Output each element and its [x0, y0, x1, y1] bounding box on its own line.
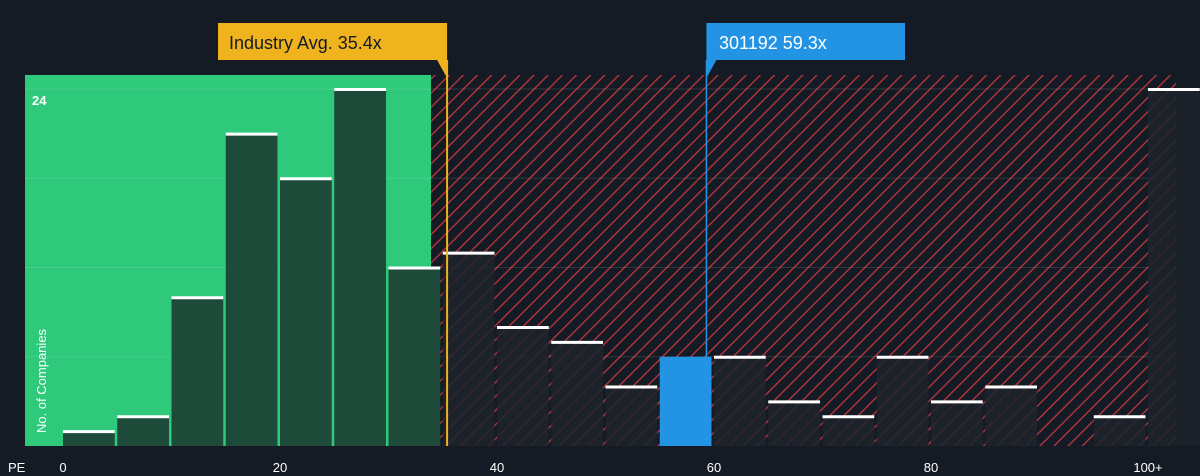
bar-top-cap: [768, 400, 820, 404]
x-tick-label: 60: [707, 460, 721, 475]
histogram-bar: [225, 133, 278, 446]
bar-top-cap: [931, 400, 983, 404]
x-tick-label: 40: [490, 460, 504, 475]
bar-top-cap: [551, 340, 603, 344]
industry-avg-label: Industry Avg. 35.4x: [229, 33, 382, 53]
bar-top-cap: [714, 355, 766, 359]
bar-top-cap: [225, 132, 278, 136]
histogram-bar: [63, 431, 115, 446]
histogram-bar: [985, 386, 1037, 446]
bar-top-cap: [876, 355, 929, 359]
bar-top-cap: [117, 415, 169, 419]
industry-avg-callout: [218, 23, 448, 78]
bar-top-cap: [63, 430, 115, 434]
histogram-bar: [171, 297, 224, 446]
bar-top-cap: [605, 385, 658, 389]
x-tick-label: 100+: [1133, 460, 1162, 475]
y-axis-label: No. of Companies: [34, 328, 49, 433]
histogram-bar: [551, 341, 603, 446]
histogram-bar: [117, 416, 169, 446]
histogram-bar: [1148, 89, 1200, 446]
histogram-bar: [497, 327, 549, 446]
bar-top-cap: [497, 326, 549, 329]
histogram-bar: [714, 356, 766, 446]
y-tick-label: 24: [32, 93, 47, 108]
histogram-bar: [1093, 416, 1146, 446]
histogram-bar: [822, 416, 875, 446]
bar-top-cap: [1093, 415, 1146, 419]
histogram-bar: [388, 267, 441, 446]
bar-top-cap: [1148, 88, 1200, 91]
bar-top-cap: [985, 385, 1037, 389]
bar-top-cap: [334, 88, 386, 91]
company-pe-label: 301192 59.3x: [719, 33, 827, 53]
histogram-bar: [876, 356, 929, 446]
histogram-bar: [605, 386, 658, 446]
histogram-bar: [280, 178, 332, 446]
bar-top-cap: [388, 266, 441, 270]
x-tick-label: 20: [273, 460, 287, 475]
bar-top-cap: [280, 177, 332, 181]
histogram-bar: [442, 252, 495, 446]
x-tick-label: 0: [59, 460, 66, 475]
histogram-bar: [768, 401, 820, 446]
x-tick-label: 80: [924, 460, 938, 475]
x-axis-label: PE: [8, 460, 26, 475]
histogram-bar: [931, 401, 983, 446]
company-pe-callout: [706, 23, 905, 78]
bar-top-cap: [822, 415, 875, 419]
bar-top-cap: [171, 296, 224, 300]
bar-top-cap: [442, 251, 495, 255]
histogram-bar: [334, 89, 386, 446]
highlight-bar: [659, 356, 712, 446]
